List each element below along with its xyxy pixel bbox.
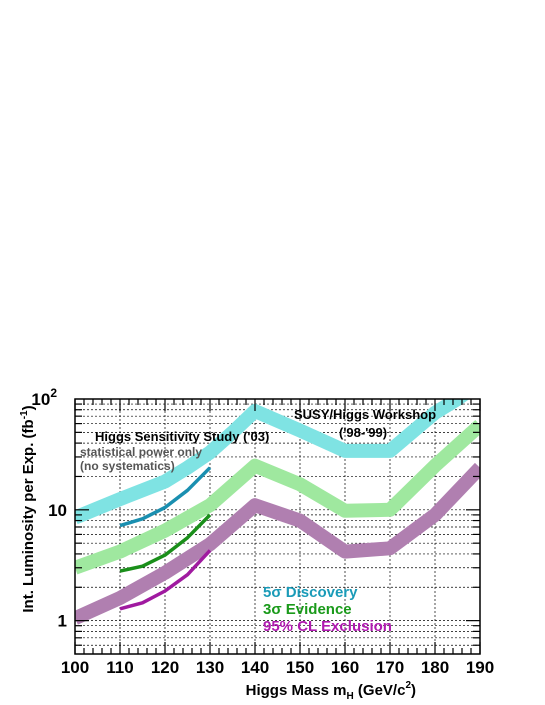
x-tick-label: 190	[466, 658, 494, 677]
x-tick-label: 170	[376, 658, 404, 677]
x-tick-label: 180	[421, 658, 449, 677]
study-discovery-curve	[119, 466, 212, 528]
study-title: Higgs Sensitivity Study ('03)	[95, 429, 269, 444]
study-note-2: (no systematics)	[80, 459, 175, 473]
workshop-years: ('98-'99)	[339, 425, 387, 440]
x-tick-label: 110	[106, 658, 133, 677]
workshop-title: SUSY/Higgs Workshop	[294, 407, 436, 422]
x-axis-label: Higgs Mass mH (GeV/c2)	[246, 680, 416, 702]
y-tick-label: 10	[48, 501, 67, 520]
y-tick-label: 102	[31, 386, 57, 409]
x-tick-label: 160	[331, 658, 359, 677]
legend-exclusion: 95% CL Exclusion	[263, 618, 392, 635]
study-note-1: statistical power only	[80, 445, 202, 459]
x-tick-label: 130	[196, 658, 224, 677]
legend-discovery: 5σ Discovery	[263, 584, 358, 601]
curves	[75, 399, 480, 625]
study-exclusion-curve	[119, 549, 212, 611]
workshop-evidence-curve	[75, 419, 480, 575]
workshop-exclusion-curve	[75, 462, 480, 625]
y-tick-label: 1	[58, 612, 67, 631]
ticks	[74, 399, 481, 654]
y-axis-label: Int. Luminosity per Exp. (fb-1)	[19, 405, 37, 612]
x-tick-label: 100	[61, 658, 89, 677]
x-tick-label: 150	[286, 658, 314, 677]
x-tick-label: 140	[241, 658, 269, 677]
x-tick-label: 120	[151, 658, 179, 677]
legend-evidence: 3σ Evidence	[263, 601, 352, 618]
study-evidence-curve	[119, 513, 212, 573]
